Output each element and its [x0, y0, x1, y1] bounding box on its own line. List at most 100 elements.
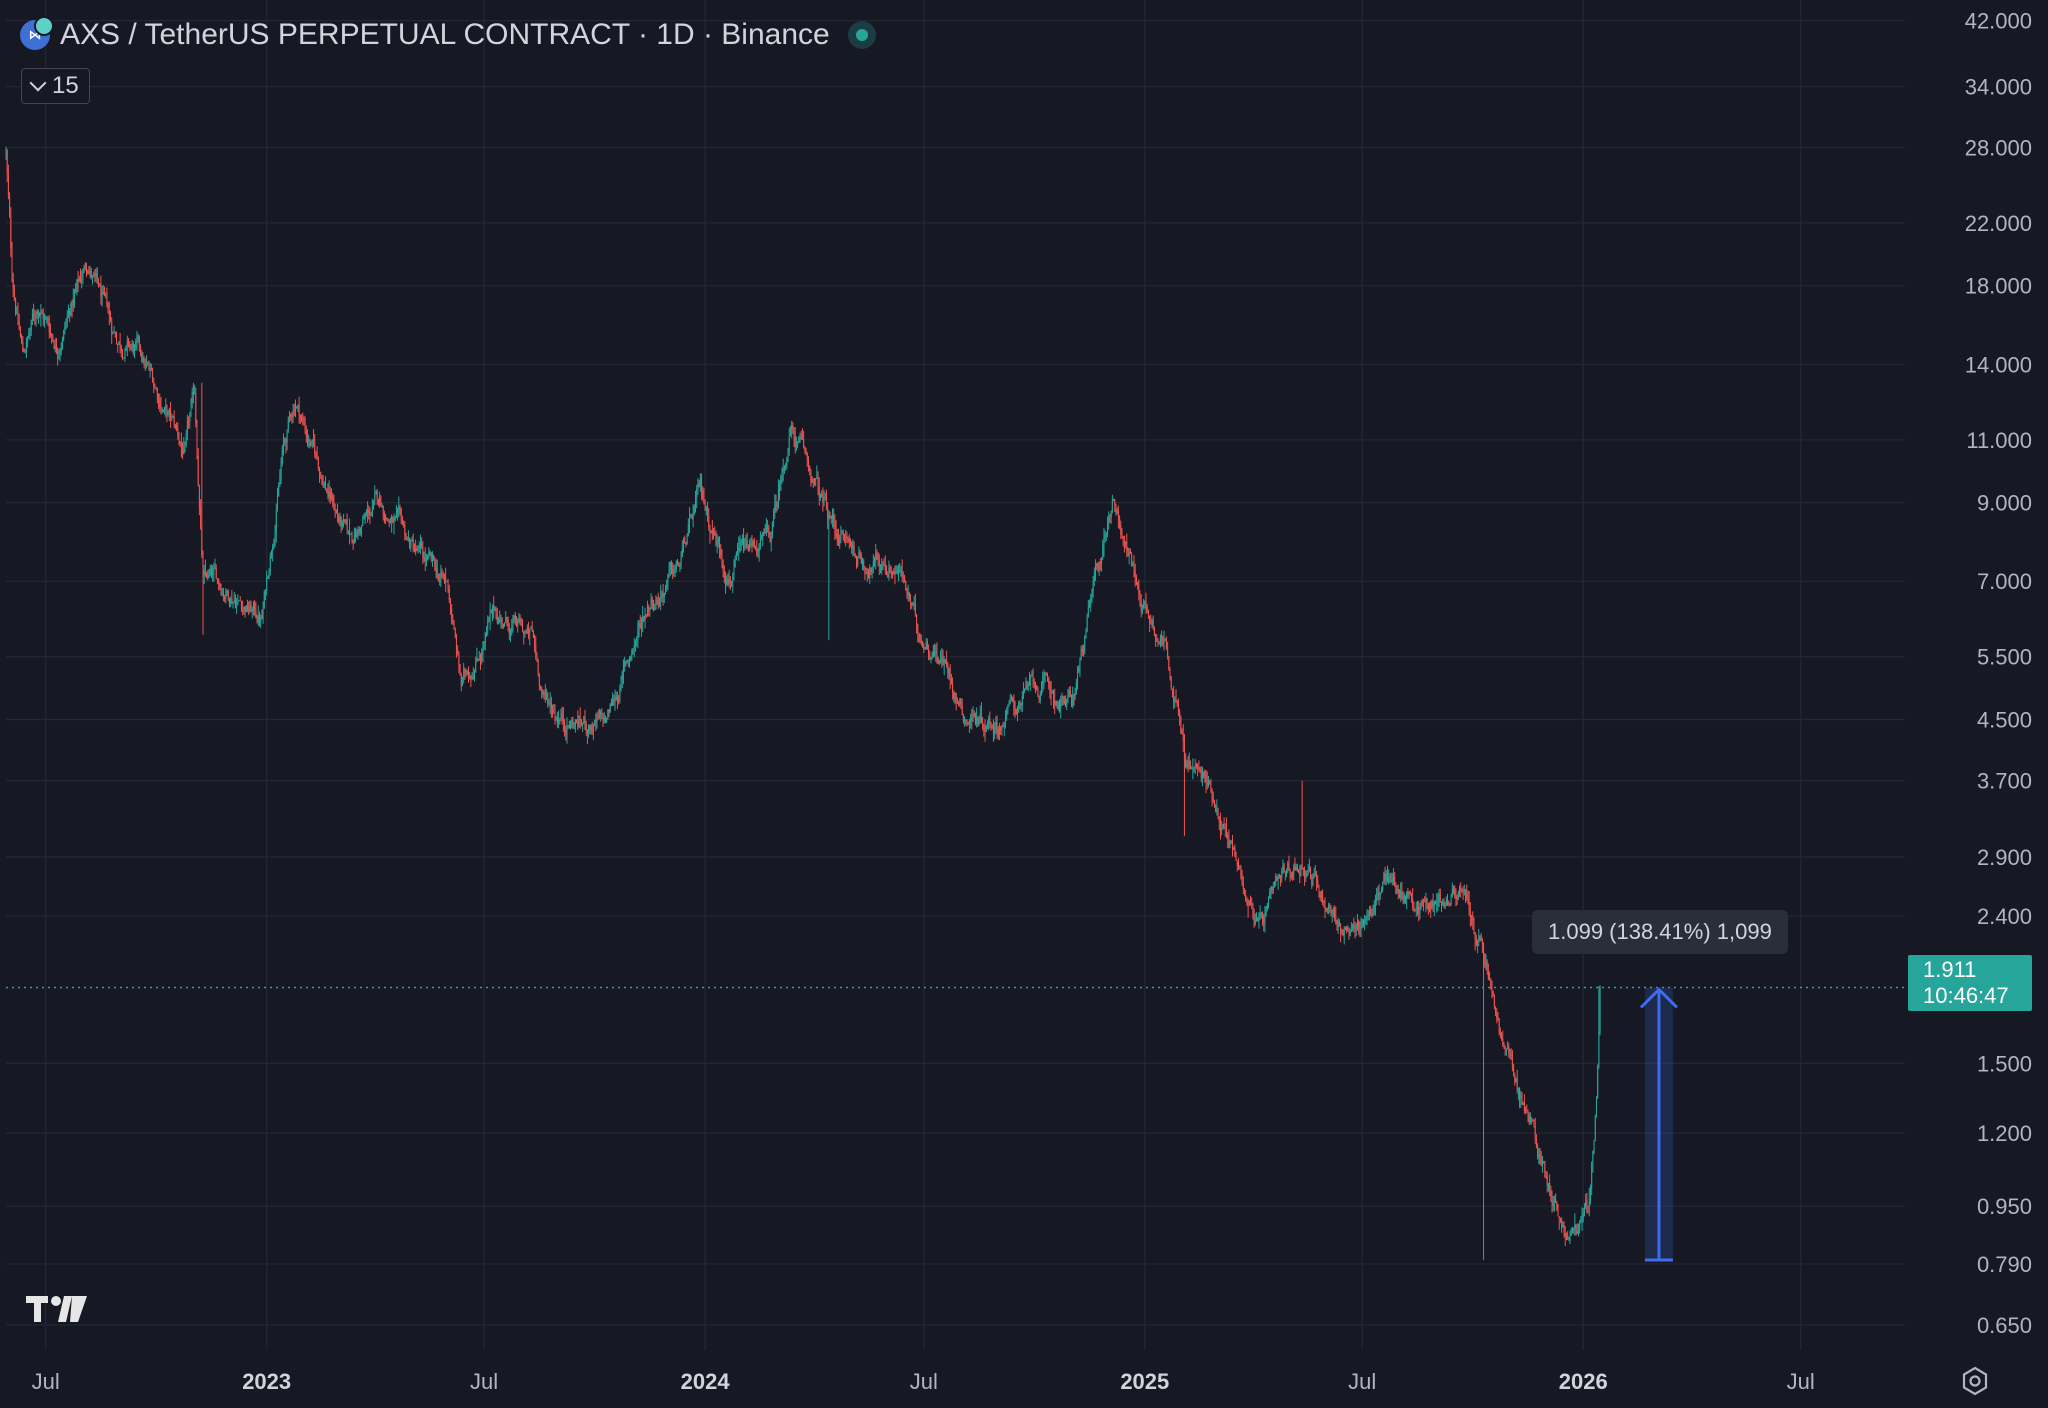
candle [1277, 873, 1279, 890]
candle [1541, 1155, 1543, 1173]
candle [614, 689, 616, 711]
candle [517, 618, 519, 633]
candle [932, 644, 934, 658]
candle [234, 594, 236, 609]
candle [1425, 892, 1427, 913]
candle [959, 698, 961, 708]
candle [1001, 724, 1003, 736]
candle [914, 593, 916, 617]
candle [1143, 598, 1145, 610]
candle [200, 499, 202, 530]
candle [1443, 897, 1445, 909]
candle [459, 663, 461, 676]
candle [696, 484, 698, 509]
candle [1080, 645, 1082, 661]
candle [783, 465, 785, 475]
price-axis[interactable]: 42.000 34.000 28.000 22.000 18.000 14.000 11.0… [1965, 9, 2032, 1338]
time-axis[interactable]: Jul 2023 Jul 2024 Jul 2025 Jul 2026 Jul [32, 1369, 1815, 1394]
candle [439, 572, 441, 586]
candle [632, 648, 634, 655]
candle [423, 551, 425, 563]
candle [523, 630, 525, 645]
candle [977, 716, 979, 728]
market-status-icon[interactable] [847, 21, 876, 49]
candle [263, 589, 265, 609]
candle [58, 349, 60, 360]
candle [76, 279, 78, 296]
candle [1155, 633, 1157, 647]
range-measure[interactable] [1639, 987, 1679, 1262]
candle [202, 550, 204, 635]
candle [156, 387, 158, 404]
candle [818, 477, 820, 506]
candle [1245, 889, 1247, 902]
candle [496, 608, 498, 625]
candle [532, 629, 534, 639]
candle [741, 534, 743, 546]
candle [985, 724, 987, 733]
candle [219, 582, 221, 591]
candle [286, 429, 288, 451]
candle [504, 622, 506, 627]
candle [624, 656, 626, 672]
axs-coin-icon[interactable]: ⋈ [20, 16, 54, 50]
candle [793, 427, 795, 448]
tradingview-logo-icon[interactable] [26, 1294, 88, 1329]
candle [233, 591, 235, 604]
price-tick-label: 7.000 [1977, 569, 2032, 594]
indicators-toggle-button[interactable]: 15 [21, 68, 90, 104]
candle [1431, 899, 1433, 910]
candle [1322, 889, 1324, 906]
candle [991, 724, 993, 730]
candle [48, 315, 50, 339]
candle [967, 721, 969, 726]
candle [1116, 507, 1118, 515]
candle [213, 562, 215, 582]
candle [961, 698, 963, 716]
candle [1183, 733, 1185, 837]
candle [1139, 590, 1141, 607]
candle [1597, 1064, 1599, 1099]
candle [1532, 1118, 1534, 1122]
candle [733, 559, 735, 581]
candle [707, 501, 709, 522]
candle [1216, 799, 1218, 816]
candle [892, 570, 894, 579]
candle [379, 491, 381, 508]
candle [996, 715, 998, 739]
candle [1533, 1119, 1535, 1128]
candle [1461, 888, 1463, 893]
candle [1477, 939, 1479, 954]
candle [713, 528, 715, 540]
candle [1092, 576, 1094, 598]
candle [524, 630, 526, 638]
candle [1114, 498, 1116, 513]
candle [809, 464, 811, 476]
candle [1251, 897, 1253, 910]
candle [1352, 923, 1354, 932]
candle [1537, 1143, 1539, 1160]
candle [646, 600, 648, 617]
candle [355, 527, 357, 543]
candle [1346, 926, 1348, 934]
candle [600, 709, 602, 722]
candle [816, 465, 818, 479]
gear-icon[interactable] [1960, 1366, 1990, 1401]
candle [349, 518, 351, 545]
candle [948, 667, 950, 681]
candle [1586, 1192, 1588, 1214]
candle [1469, 902, 1471, 927]
candle [1149, 615, 1151, 632]
candle [583, 716, 585, 725]
candle [77, 271, 79, 293]
candle [1449, 902, 1451, 907]
candle [1066, 698, 1068, 710]
candle [689, 507, 691, 534]
symbol-title[interactable]: AXS / TetherUS PERPETUAL CONTRACT · 1D ·… [60, 18, 830, 51]
candle [962, 713, 964, 724]
candle [905, 580, 907, 591]
candle [122, 348, 124, 361]
candle [634, 639, 636, 652]
